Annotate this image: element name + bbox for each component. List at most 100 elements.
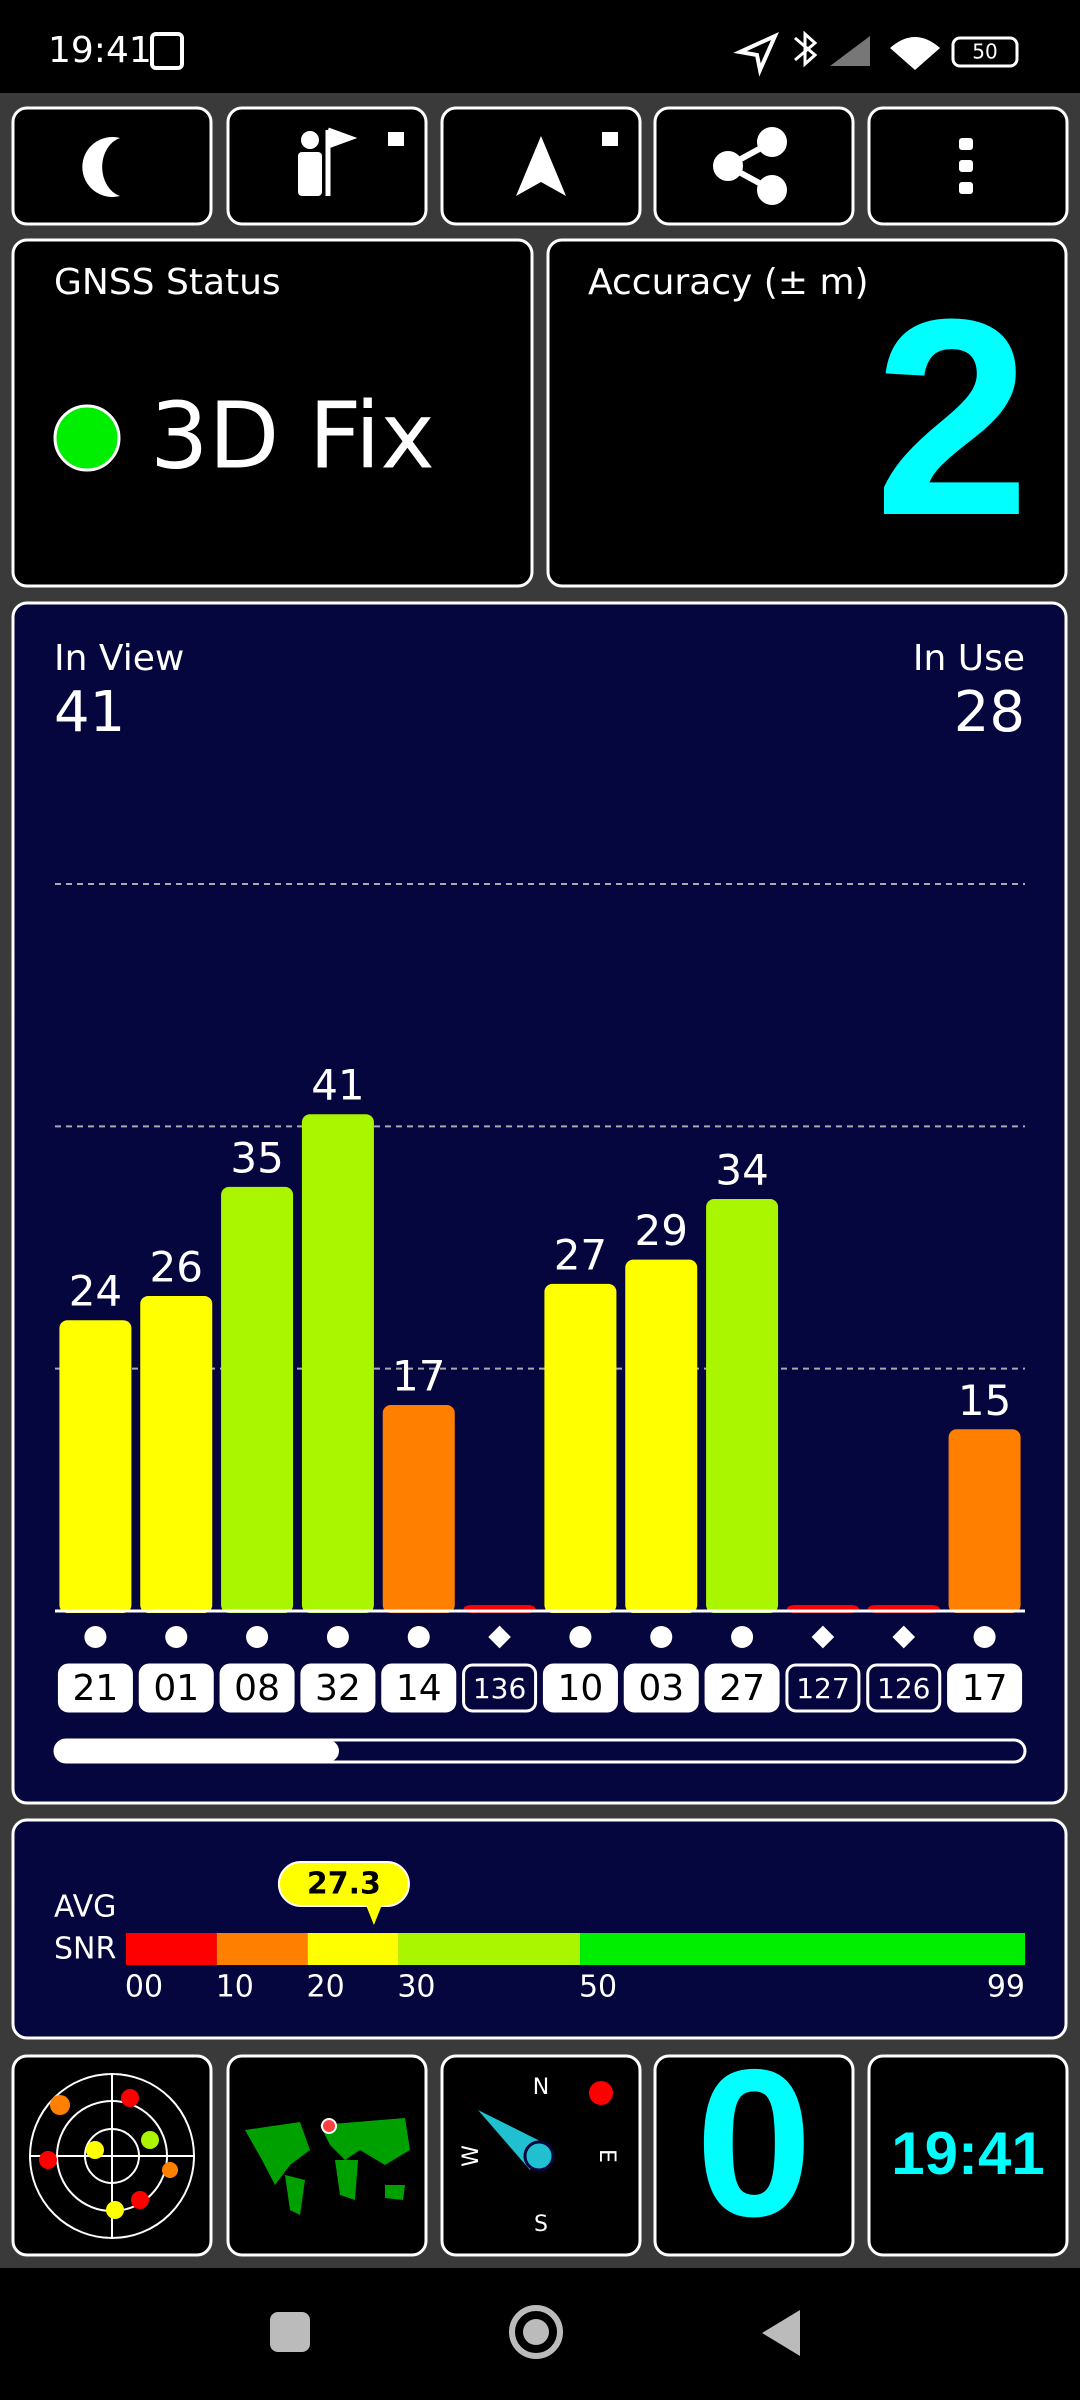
snr-tick-label: 99 <box>987 1970 1025 2005</box>
world-map <box>245 2118 410 2215</box>
back-button[interactable] <box>762 2310 800 2356</box>
in-view-label: In View <box>54 638 184 679</box>
sky-plot-satellites <box>39 2089 178 2219</box>
avg-value: 27.3 <box>307 1867 381 1902</box>
in-view-value: 41 <box>54 680 125 745</box>
world-map-tile[interactable] <box>226 2054 428 2257</box>
moon-icon <box>82 137 120 197</box>
accuracy-panel <box>546 238 1068 588</box>
bar <box>948 1429 1021 1613</box>
bar-value-label: 24 <box>69 1267 122 1316</box>
bar <box>140 1295 213 1613</box>
prn-box <box>462 1663 538 1713</box>
constellation-marker <box>650 1626 673 1648</box>
avg-pointer <box>365 1905 382 1925</box>
prn-label: 17 <box>962 1668 1008 1709</box>
snr-tick-label: 20 <box>307 1970 345 2005</box>
constellation-marker <box>811 1625 835 1649</box>
prn-label: 08 <box>234 1668 280 1709</box>
constellation-marker <box>488 1625 511 1649</box>
speed-tile[interactable] <box>653 2054 855 2257</box>
location-icon <box>733 31 779 77</box>
location-marker <box>321 2118 337 2134</box>
snr-tick-label: 00 <box>125 1970 163 2005</box>
bar-value-label: 35 <box>230 1133 283 1182</box>
compass-n: N <box>533 2075 549 2100</box>
snr-segment <box>580 1933 1025 1965</box>
accuracy-title: Accuracy (± m) <box>588 262 869 303</box>
in-use-label: In Use <box>913 638 1025 679</box>
bar <box>382 1405 455 1613</box>
accuracy-value: 2 <box>874 262 1030 574</box>
constellation-marker <box>246 1626 269 1648</box>
snr-tick-label: 30 <box>397 1970 435 2005</box>
bar <box>301 1114 374 1613</box>
snr-segment <box>126 1933 217 1965</box>
snr-panel <box>11 1818 1068 2040</box>
constellation-marker <box>973 1626 996 1648</box>
gnss-status-title: GNSS Status <box>54 262 281 303</box>
lock-icon <box>388 132 404 146</box>
snr-tick-label: 10 <box>216 1970 254 2005</box>
battery-level: 50 <box>972 40 997 64</box>
bar-value-label: 41 <box>311 1061 364 1110</box>
prn-label: 136 <box>473 1672 526 1705</box>
speed-value: 0 <box>696 2025 813 2260</box>
prn-label: 21 <box>73 1668 119 1709</box>
share-icon <box>713 127 787 205</box>
constellation-marker <box>731 1626 754 1648</box>
constellation-marker <box>892 1625 916 1649</box>
toolbar <box>11 106 1069 226</box>
prn-box <box>542 1663 618 1713</box>
battery-icon <box>951 36 1019 68</box>
prn-label: 14 <box>396 1668 442 1709</box>
prn-label: 10 <box>558 1668 604 1709</box>
prn-box <box>57 1663 133 1713</box>
snr-label-top: AVG <box>54 1890 116 1925</box>
prn-label: 127 <box>796 1672 849 1705</box>
snr-segment <box>307 1933 399 1965</box>
bar-value-label: 17 <box>392 1352 445 1401</box>
arrow-icon <box>516 136 566 196</box>
compass-center <box>523 2140 555 2172</box>
signal-icon <box>830 36 870 66</box>
bar-value-label: 29 <box>635 1206 688 1255</box>
constellation-marker <box>407 1626 430 1648</box>
prn-box <box>704 1663 780 1713</box>
in-use-value: 28 <box>954 680 1025 745</box>
compass-dot <box>589 2081 613 2105</box>
avg-bubble <box>277 1861 410 1907</box>
night-mode-button[interactable] <box>11 106 213 226</box>
prn-label: 01 <box>153 1668 199 1709</box>
home-button[interactable] <box>509 2305 563 2359</box>
compass-e: E <box>594 2149 619 2163</box>
compass-w: W <box>459 2145 484 2167</box>
clock-tile[interactable] <box>867 2054 1069 2257</box>
prn-box <box>623 1663 699 1713</box>
prn-box <box>947 1663 1023 1713</box>
constellation-marker <box>569 1626 592 1648</box>
bar <box>59 1320 132 1613</box>
satellite-panel <box>11 601 1068 1805</box>
clock-value: 19:41 <box>891 2120 1044 2187</box>
bar <box>221 1186 294 1613</box>
snr-label-bottom: SNR <box>54 1932 116 1967</box>
constellation-marker <box>326 1626 349 1648</box>
recents-button[interactable] <box>270 2312 310 2352</box>
prn-label: 126 <box>877 1672 930 1705</box>
constellation-marker <box>165 1626 188 1648</box>
bar-value-label: 15 <box>958 1376 1011 1425</box>
bar-value-label: 27 <box>554 1230 607 1279</box>
nfc-icon <box>150 32 184 70</box>
bar <box>544 1283 617 1613</box>
share-button[interactable] <box>653 106 855 226</box>
gnss-status-value: 3D Fix <box>150 382 435 489</box>
home-button-dot <box>523 2319 549 2345</box>
person-icon <box>301 131 319 149</box>
person-icon <box>298 152 322 196</box>
scroll-thumb[interactable] <box>55 1740 339 1762</box>
gnss-status-panel <box>11 238 534 588</box>
status-time: 19:41 <box>48 30 152 71</box>
compass-s: S <box>534 2212 548 2237</box>
